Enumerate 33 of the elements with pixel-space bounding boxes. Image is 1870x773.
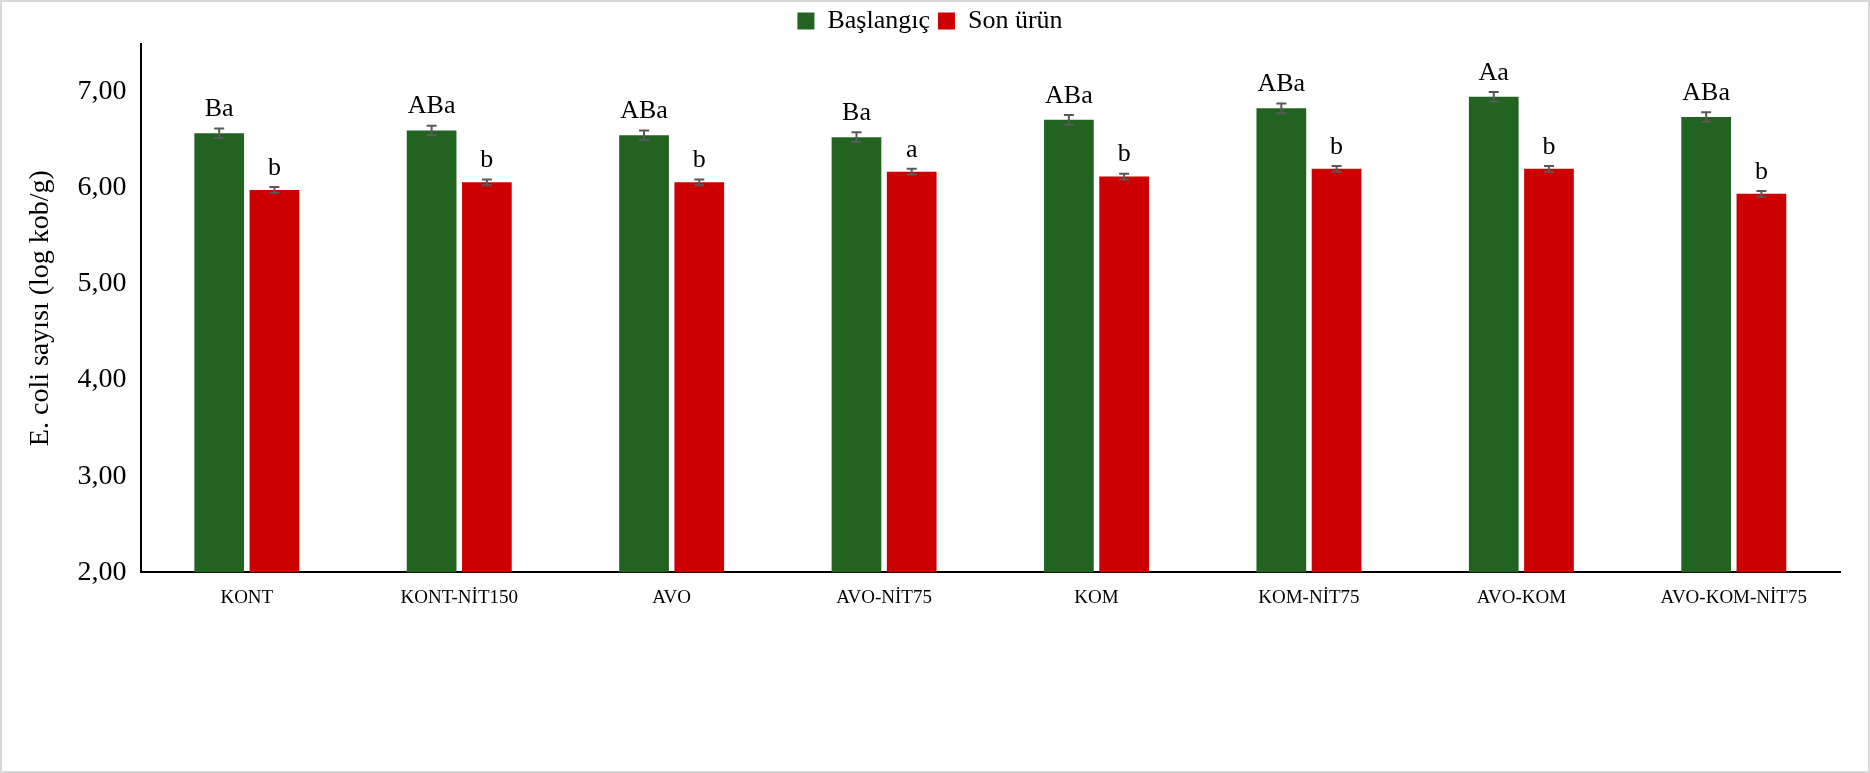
- x-tick-label: AVO-NİT75: [836, 585, 932, 607]
- data-label: ABa: [620, 95, 669, 125]
- data-label: b: [267, 151, 281, 181]
- x-tick-label: KOM-NİT75: [1258, 585, 1360, 607]
- data-label: ABa: [1682, 77, 1731, 107]
- y-tick-label: 2,00: [77, 554, 127, 586]
- legend-label: Son ürün: [967, 4, 1063, 34]
- y-tick-label: 5,00: [77, 266, 127, 298]
- y-tick-label: 3,00: [77, 458, 127, 490]
- x-tick-label: AVO-KOM-NİT75: [1660, 585, 1807, 607]
- x-tick-label: AVO-KOM: [1476, 585, 1567, 607]
- x-tick-label: KONT-NİT150: [400, 585, 518, 607]
- data-label: Ba: [204, 93, 235, 123]
- y-tick-label: 4,00: [77, 362, 127, 394]
- data-label: b: [1330, 130, 1344, 160]
- data-label: ABa: [1257, 68, 1306, 98]
- y-axis-title: E. coli sayısı (log kob/g): [23, 170, 55, 447]
- x-tick-label: AVO: [652, 585, 692, 607]
- data-label: Ba: [842, 97, 872, 127]
- data-label: b: [1542, 130, 1556, 160]
- legend-label: Başlangıç: [827, 4, 930, 34]
- y-tick-label: 6,00: [77, 170, 127, 202]
- data-label: ABa: [407, 90, 456, 120]
- data-label: Aa: [1478, 56, 1510, 86]
- data-label: a: [905, 133, 918, 163]
- x-tick-label: KOM: [1074, 585, 1119, 607]
- x-tick-label: KONT: [220, 585, 274, 607]
- data-label: ABa: [1045, 79, 1094, 109]
- data-label: b: [692, 144, 706, 174]
- data-label: b: [480, 144, 494, 174]
- data-label: b: [1117, 138, 1131, 168]
- data-label: b: [1754, 155, 1768, 185]
- y-tick-label: 7,00: [77, 74, 127, 106]
